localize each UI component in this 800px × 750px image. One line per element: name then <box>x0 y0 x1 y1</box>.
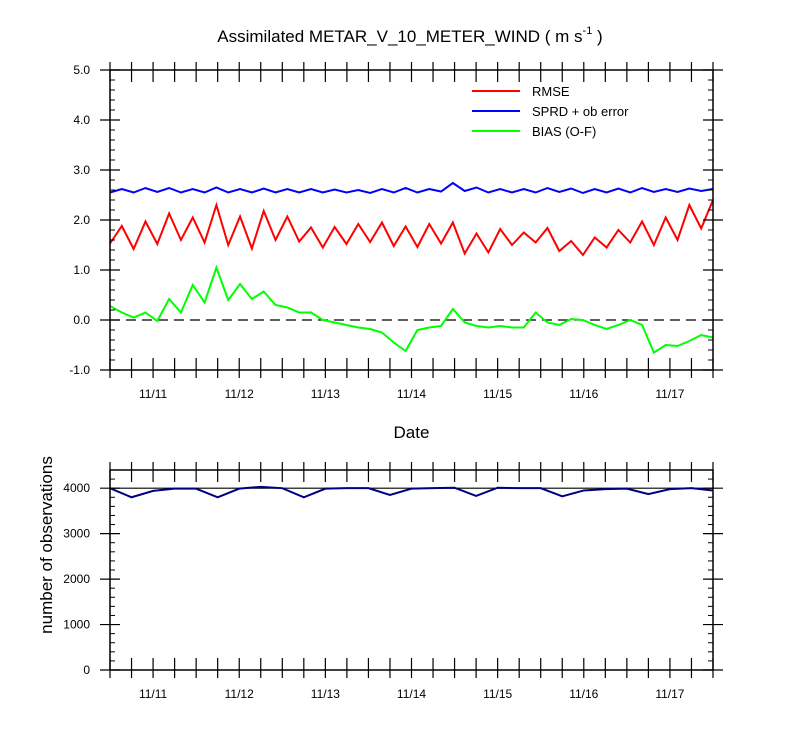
x-tick-label: 11/17 <box>655 687 684 701</box>
x-tick-label: 11/15 <box>483 687 512 701</box>
y-tick-label: 0 <box>83 663 90 677</box>
y-tick-label: 1000 <box>63 618 90 632</box>
series-line-0 <box>109 199 714 257</box>
legend-label: BIAS (O-F) <box>532 124 596 139</box>
bottom-plot-frame <box>109 469 714 671</box>
x-tick-label: 11/12 <box>225 387 254 401</box>
x-tick-label: 11/17 <box>655 387 684 401</box>
legend-label: RMSE <box>532 84 570 99</box>
chart-title-superscript: -1 <box>583 25 593 37</box>
bottom-chart: 11/11 11/12 11/13 11/14 11/15 11/16 11/17 0 1000… <box>37 456 723 701</box>
y-tick-label: 4.0 <box>73 113 90 127</box>
series-line-0 <box>109 485 714 499</box>
y-tick-label: 2000 <box>63 572 90 586</box>
y-tick-label: -1.0 <box>69 363 90 377</box>
legend: RMSE SPRD + ob error BIAS (O-F) <box>472 84 629 139</box>
x-tick-label: 11/11 <box>139 687 168 701</box>
y-tick-label: 3.0 <box>73 163 90 177</box>
x-tick-label: 11/13 <box>311 687 340 701</box>
y-axis-title: number of observations <box>37 456 56 634</box>
x-tick-label: 11/12 <box>225 687 254 701</box>
top-chart: Assimilated METAR_V_10_METER_WIND ( m s-… <box>69 25 723 442</box>
y-tick-label: 1.0 <box>73 263 90 277</box>
x-tick-label: 11/16 <box>569 687 598 701</box>
bottom-axis-ticks: 11/11 11/12 11/13 11/14 11/15 11/16 11/17 0 1000… <box>63 462 723 701</box>
x-tick-label: 11/14 <box>397 687 426 701</box>
y-tick-label: 3000 <box>63 527 90 541</box>
x-tick-label: 11/16 <box>569 387 598 401</box>
x-axis-title: Date <box>394 423 430 442</box>
y-tick-label: 0.0 <box>73 313 90 327</box>
legend-label: SPRD + ob error <box>532 104 629 119</box>
chart-title: Assimilated METAR_V_10_METER_WIND ( m s-… <box>217 25 602 46</box>
chart-title-end: ) <box>592 27 602 46</box>
y-tick-label: 2.0 <box>73 213 90 227</box>
x-tick-label: 11/15 <box>483 387 512 401</box>
series-line-1 <box>109 181 714 195</box>
top-axis-ticks: 11/11 11/12 11/13 11/14 11/15 11/16 11/17 -1.0 0… <box>69 62 723 401</box>
x-tick-label: 11/14 <box>397 387 426 401</box>
series-line-2 <box>109 264 714 354</box>
chart-title-main: Assimilated METAR_V_10_METER_WIND ( m s <box>217 27 582 46</box>
y-tick-label: 5.0 <box>73 63 90 77</box>
x-tick-label: 11/13 <box>311 387 340 401</box>
y-tick-label: 4000 <box>63 481 90 495</box>
top-series-group <box>109 181 714 354</box>
x-tick-label: 11/11 <box>139 387 168 401</box>
bottom-series-group <box>109 485 714 499</box>
